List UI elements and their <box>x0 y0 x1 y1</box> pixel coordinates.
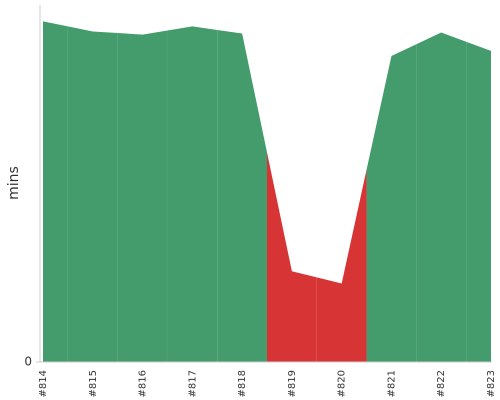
x-tick-label: #818 <box>237 370 248 397</box>
x-tick-label: #823 <box>486 370 497 397</box>
area-segment <box>366 44 417 363</box>
x-tick-label: #815 <box>88 370 99 397</box>
x-tick-label: #821 <box>386 370 397 397</box>
area-segment <box>267 152 317 362</box>
area-segment <box>217 29 267 363</box>
x-tick-label: #816 <box>138 370 149 397</box>
area-segment <box>117 30 168 362</box>
x-tick-label: #820 <box>337 370 348 397</box>
area-segment <box>167 26 218 362</box>
area-segment <box>67 26 118 362</box>
area-segment <box>43 21 68 362</box>
x-tick-label: #814 <box>38 370 49 397</box>
area-segment <box>466 41 491 362</box>
x-tick-label: #819 <box>287 370 298 397</box>
x-tick-label: #817 <box>187 370 198 397</box>
area-segment <box>316 169 367 362</box>
y-tick-label: 0 <box>24 355 32 369</box>
y-axis-label: mins <box>6 166 22 200</box>
area-segment <box>416 32 467 362</box>
x-tick-label: #822 <box>436 370 447 397</box>
